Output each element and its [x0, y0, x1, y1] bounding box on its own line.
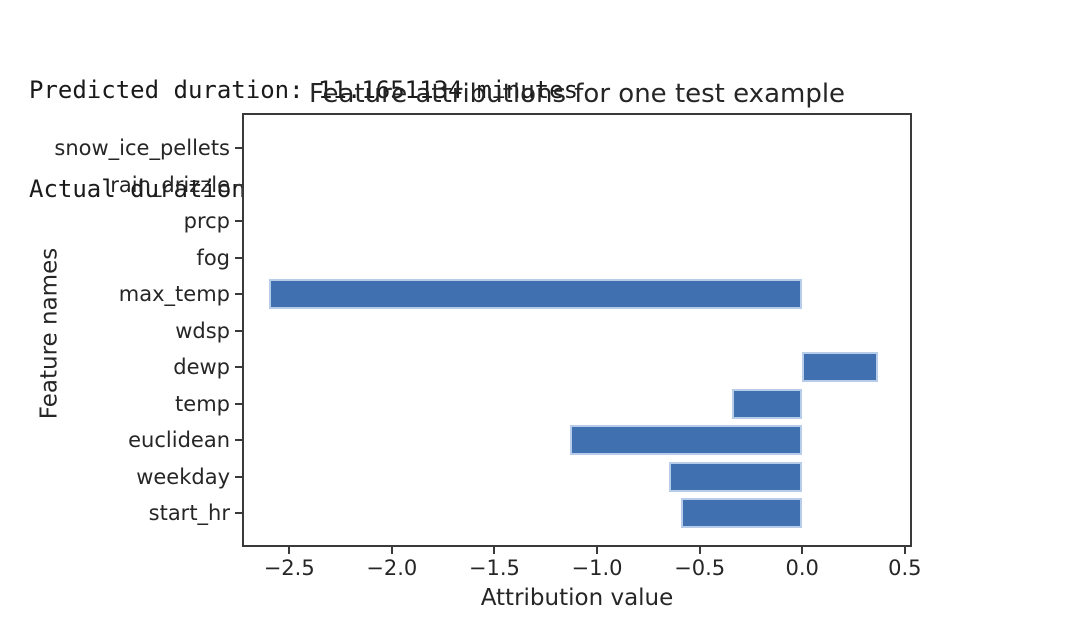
x-tick: [390, 547, 393, 554]
bar-euclidean: [570, 425, 803, 455]
y-tick: [235, 256, 242, 259]
y-tick-label-snow_ice_pellets: snow_ice_pellets: [54, 136, 230, 160]
y-tick: [235, 439, 242, 441]
bar-start_hr: [681, 498, 803, 528]
x-tick-label: −0.5: [674, 556, 726, 580]
y-tick-label-start_hr: start_hr: [148, 501, 230, 525]
x-tick: [801, 547, 804, 554]
y-tick: [235, 147, 242, 149]
x-tick-label: −2.0: [366, 556, 418, 580]
x-tick-label: −1.0: [571, 556, 623, 580]
y-tick: [235, 183, 242, 186]
y-tick-label-fog: fog: [196, 245, 230, 270]
y-tick: [235, 293, 242, 295]
predicted-duration-text: Predicted duration: 11.1651134 minutes: [29, 76, 579, 104]
bar-weekday: [668, 461, 803, 492]
bar-max_temp: [268, 279, 803, 309]
y-tick-label-wdsp: wdsp: [175, 318, 230, 343]
y-tick: [235, 475, 242, 478]
x-tick: [288, 547, 291, 554]
y-tick-label-max_temp: max_temp: [118, 282, 230, 306]
x-tick-label: −1.5: [468, 556, 520, 580]
x-tick: [698, 547, 701, 554]
chart-title: Feature attributions for one test exampl…: [308, 79, 846, 109]
x-tick-label: −2.5: [263, 556, 315, 580]
bar-dewp: [802, 352, 879, 382]
x-axis-label: Attribution value: [480, 585, 674, 611]
y-tick-label-prcp: prcp: [183, 209, 230, 233]
y-tick-label-weekday: weekday: [136, 464, 230, 489]
y-tick: [235, 402, 242, 405]
x-tick: [903, 547, 906, 554]
y-tick-label-temp: temp: [175, 391, 230, 416]
y-tick: [235, 366, 242, 368]
y-tick-label-euclidean: euclidean: [128, 428, 230, 452]
bar-temp: [732, 388, 803, 419]
x-tick: [493, 547, 496, 554]
y-tick: [235, 329, 242, 332]
x-tick-label: 0.5: [888, 556, 922, 580]
y-tick: [235, 220, 242, 222]
x-tick: [596, 547, 598, 554]
y-tick-label-rain_drizzle: rain_drizzle: [110, 172, 230, 197]
y-tick-label-dewp: dewp: [173, 355, 230, 379]
x-tick-label: 0.0: [785, 556, 819, 580]
plot-area: [242, 113, 912, 547]
y-tick: [235, 512, 242, 514]
